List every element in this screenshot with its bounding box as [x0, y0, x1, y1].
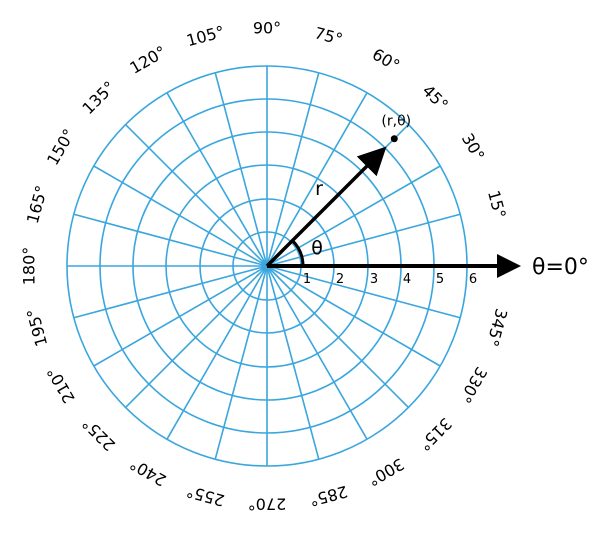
angle-label-195: 195°: [23, 307, 51, 349]
angle-label-180: 180°: [20, 247, 39, 286]
grid-spoke-225: [125, 265, 268, 408]
angle-label-60: 60°: [369, 45, 403, 76]
grid-spoke-195: [73, 265, 268, 319]
angle-label-315: 315°: [415, 414, 456, 455]
grid-spoke-285: [266, 265, 320, 460]
angle-label-120: 120°: [127, 42, 170, 78]
radial-label-5: 5: [436, 272, 444, 287]
angle-label-75: 75°: [312, 23, 344, 49]
r-vector-arrow: [265, 146, 387, 268]
radial-label-2: 2: [336, 272, 344, 287]
grid-spoke-105: [214, 72, 268, 267]
grid-spoke-120: [166, 92, 268, 267]
angle-label-105: 105°: [184, 22, 226, 50]
radial-label-4: 4: [403, 272, 411, 287]
angle-label-150: 150°: [43, 126, 79, 169]
grid-spoke-315: [266, 265, 409, 408]
angle-label-345: 345°: [483, 307, 511, 349]
point-marker: [390, 135, 398, 143]
theta-symbol-label: θ: [311, 237, 323, 259]
angle-label-240: 240°: [127, 454, 170, 490]
angle-label-255: 255°: [184, 482, 226, 510]
angle-label-45: 45°: [419, 81, 452, 114]
angle-label-330: 330°: [455, 364, 491, 407]
grid-spoke-165: [73, 213, 268, 267]
angle-label-30: 30°: [458, 130, 489, 164]
grid-spoke-255: [214, 265, 268, 460]
radial-label-6: 6: [469, 272, 477, 287]
angle-label-90: 90°: [253, 19, 281, 38]
grid-spoke-60: [266, 92, 368, 267]
zero-axis-label: θ=0°: [532, 255, 589, 280]
radial-label-1: 1: [303, 272, 311, 287]
grid-spoke-210: [93, 265, 268, 367]
angle-label-270: 270°: [248, 495, 287, 514]
angle-label-15: 15°: [484, 188, 510, 220]
grid-spoke-150: [93, 165, 268, 267]
r-symbol-label: r: [315, 178, 323, 200]
radial-label-3: 3: [370, 272, 378, 287]
grid-spoke-300: [266, 265, 368, 440]
point-label: (r,θ): [381, 114, 411, 130]
grid-spoke-15: [266, 213, 461, 267]
angle-label-300: 300°: [365, 454, 408, 490]
angle-label-225: 225°: [78, 414, 119, 455]
angle-label-210: 210°: [43, 364, 79, 407]
radial-labels: 1 2 3 4 5 6: [303, 272, 477, 287]
grid-spoke-240: [166, 265, 268, 440]
grid-spoke-75: [266, 72, 320, 267]
grid-spoke-330: [266, 265, 441, 367]
grid-spoke-135: [125, 124, 268, 267]
grid-spoke-345: [266, 265, 461, 319]
grid-spoke-30: [266, 165, 441, 267]
angle-label-165: 165°: [23, 183, 51, 225]
angle-label-285: 285°: [308, 482, 350, 510]
angle-label-135: 135°: [78, 77, 119, 118]
